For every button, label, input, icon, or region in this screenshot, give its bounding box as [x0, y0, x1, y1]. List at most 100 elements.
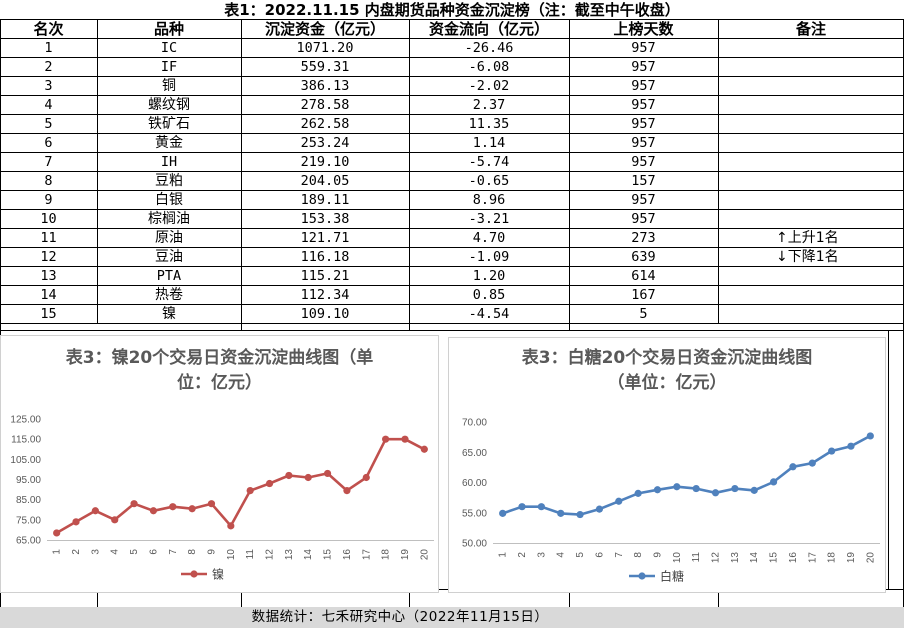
x-tick-label: 1: [52, 549, 63, 555]
x-tick-label: 7: [168, 549, 179, 555]
sugar-chart-title-line2: （单位：亿元）: [607, 373, 727, 393]
cell-flow: 8.96: [472, 192, 506, 208]
data-point: [866, 432, 874, 440]
data-point: [188, 505, 196, 513]
cell-capital: 219.10: [300, 154, 350, 170]
data-point: [808, 459, 816, 467]
cell-flow: 1.14: [472, 135, 506, 151]
x-tick-label: 17: [361, 549, 372, 561]
data-point: [420, 445, 428, 453]
data-point: [382, 435, 390, 443]
x-tick-label: 11: [245, 549, 256, 560]
y-tick-label: 95.00: [16, 475, 41, 486]
cell-variety: 豆粕: [155, 173, 183, 189]
cell-days: 957: [631, 97, 656, 113]
cell-rank: 12: [40, 249, 57, 265]
x-tick-label: 14: [749, 552, 760, 564]
x-tick-label: 3: [90, 549, 101, 555]
cell-rank: 11: [40, 230, 57, 246]
cell-days: 273: [631, 230, 656, 246]
cell-variety: IC: [160, 40, 178, 56]
cell-rank: 13: [40, 268, 57, 284]
sugar-chart-title-line1: 表3：白糖20个交易日资金沉淀曲线图: [521, 348, 813, 368]
data-point: [731, 484, 739, 493]
data-point: [750, 486, 758, 494]
cell-flow: -6.08: [468, 59, 510, 75]
cell-days: 957: [631, 154, 656, 170]
cell-variety: 铁矿石: [148, 116, 190, 132]
x-tick-label: 8: [633, 552, 644, 558]
data-point: [789, 463, 797, 471]
y-tick-label: 85.00: [16, 495, 41, 506]
data-point: [323, 469, 332, 478]
data-point: [576, 510, 584, 519]
data-point: [499, 509, 507, 517]
x-tick-label: 11: [691, 552, 702, 563]
cell-variety: 黄金: [155, 135, 183, 151]
y-tick-label: 125.00: [10, 415, 41, 426]
cell-variety: 棕榈油: [148, 211, 190, 227]
sugar-chart: 表3：白糖20个交易日资金沉淀曲线图 （单位：亿元） 50.00 55.00 60.…: [448, 337, 886, 593]
data-point: [53, 529, 61, 537]
cell-rank: 14: [40, 287, 57, 303]
nickel-chart-title: 表3：镍20个交易日资金沉淀曲线图（单 位：亿元）: [1, 346, 438, 396]
data-point: [130, 500, 138, 508]
cell-capital: 121.71: [300, 230, 350, 246]
x-tick-label: 12: [265, 549, 276, 561]
data-point: [537, 503, 545, 511]
cell-flow: -2.02: [468, 78, 510, 94]
arrow-up-icon: ↑: [776, 230, 788, 246]
cell-capital: 189.11: [300, 192, 350, 208]
data-point: [401, 435, 409, 443]
cell-days: 957: [631, 211, 656, 227]
header-flow: 资金流向（亿元）: [428, 20, 549, 38]
x-tick-label: 4: [110, 549, 121, 555]
x-tick-label: 8: [187, 549, 198, 555]
cell-days: 957: [631, 40, 656, 56]
cell-flow: -0.65: [468, 173, 510, 189]
y-tick-label: 65.00: [462, 448, 487, 459]
x-tick-label: 20: [419, 549, 430, 561]
cell-rank: 6: [44, 135, 53, 151]
note-up: ↑上升1名: [776, 229, 839, 248]
nickel-chart: 表3：镍20个交易日资金沉淀曲线图（单 位：亿元） 65.00 75.00 85.0…: [0, 335, 439, 593]
data-point: [343, 486, 351, 495]
x-tick-label: 20: [865, 552, 876, 564]
cell-rank: 5: [44, 116, 53, 132]
x-tick-label: 19: [846, 552, 857, 564]
legend-label: 镍: [212, 568, 224, 582]
cell-flow: -4.54: [468, 306, 510, 322]
x-tick-label: 10: [226, 549, 237, 561]
x-tick-label: 6: [594, 552, 605, 558]
cell-variety: IH: [160, 154, 178, 170]
cell-flow: -5.74: [468, 154, 510, 170]
x-tick-label: 17: [807, 552, 818, 564]
header-rank: 名次: [33, 20, 64, 38]
cell-variety: 镍: [162, 306, 176, 322]
cell-flow: -1.09: [468, 249, 510, 265]
data-point: [304, 473, 312, 482]
cell-days: 957: [631, 192, 656, 208]
cell-capital: 559.31: [300, 59, 350, 75]
x-tick-label: 18: [381, 549, 392, 561]
cell-rank: 2: [44, 59, 53, 75]
data-point: [769, 478, 778, 486]
data-point: [246, 486, 254, 495]
data-point: [595, 505, 604, 513]
cell-rank: 7: [44, 154, 53, 170]
cell-capital: 109.10: [300, 306, 350, 322]
header-variety: 品种: [153, 20, 184, 38]
series-line-镍: [56, 437, 425, 535]
data-point: [111, 516, 119, 524]
note-up-label: 上升1名: [787, 230, 839, 246]
y-tick-label: 70.00: [462, 418, 487, 429]
cell-rank: 8: [44, 173, 53, 189]
x-tick-label: 5: [129, 549, 140, 555]
x-tick-label: 3: [536, 552, 547, 558]
header-days: 上榜天数: [613, 20, 674, 38]
legend-marker: [190, 570, 198, 578]
data-point: [91, 507, 99, 515]
cell-days: 157: [631, 173, 656, 189]
header-capital: 沉淀资金（亿元）: [264, 20, 385, 38]
cell-days: 614: [631, 268, 656, 284]
